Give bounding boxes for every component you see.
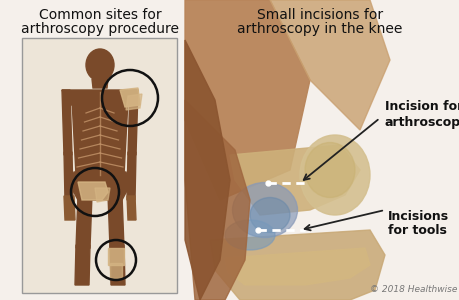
Polygon shape: [70, 172, 130, 200]
Ellipse shape: [304, 142, 354, 197]
Polygon shape: [108, 248, 124, 265]
Polygon shape: [120, 88, 140, 107]
Polygon shape: [110, 263, 122, 278]
Polygon shape: [64, 152, 73, 200]
Polygon shape: [78, 182, 108, 200]
Ellipse shape: [299, 135, 369, 215]
Text: Small incisions for: Small incisions for: [257, 8, 382, 22]
Polygon shape: [185, 0, 309, 200]
Polygon shape: [76, 195, 92, 248]
Polygon shape: [127, 152, 136, 200]
Polygon shape: [126, 94, 142, 110]
Ellipse shape: [232, 182, 297, 238]
Text: arthroscope: arthroscope: [384, 116, 459, 129]
Polygon shape: [108, 195, 124, 248]
Polygon shape: [92, 79, 108, 88]
Text: Common sites for: Common sites for: [39, 8, 161, 22]
Polygon shape: [128, 90, 138, 155]
Text: arthroscopy in the knee: arthroscopy in the knee: [237, 22, 402, 36]
Polygon shape: [76, 168, 124, 195]
Polygon shape: [95, 188, 110, 202]
Ellipse shape: [224, 220, 274, 250]
Polygon shape: [72, 100, 128, 175]
Ellipse shape: [249, 197, 289, 232]
Text: for tools: for tools: [387, 224, 446, 237]
Polygon shape: [185, 40, 230, 300]
Polygon shape: [62, 90, 138, 105]
Polygon shape: [269, 0, 389, 130]
Polygon shape: [210, 230, 384, 300]
Polygon shape: [62, 90, 72, 155]
Text: © 2018 Healthwise: © 2018 Healthwise: [369, 285, 456, 294]
Text: Incisions: Incisions: [387, 210, 448, 223]
Polygon shape: [64, 196, 75, 220]
Ellipse shape: [86, 49, 114, 81]
Polygon shape: [185, 100, 249, 300]
Polygon shape: [75, 245, 90, 285]
Polygon shape: [224, 248, 369, 285]
Text: Incision for: Incision for: [384, 100, 459, 113]
Polygon shape: [230, 145, 359, 215]
Text: arthroscopy procedure: arthroscopy procedure: [21, 22, 179, 36]
Polygon shape: [110, 245, 125, 285]
Polygon shape: [127, 196, 136, 220]
Bar: [22, 38, 177, 293]
